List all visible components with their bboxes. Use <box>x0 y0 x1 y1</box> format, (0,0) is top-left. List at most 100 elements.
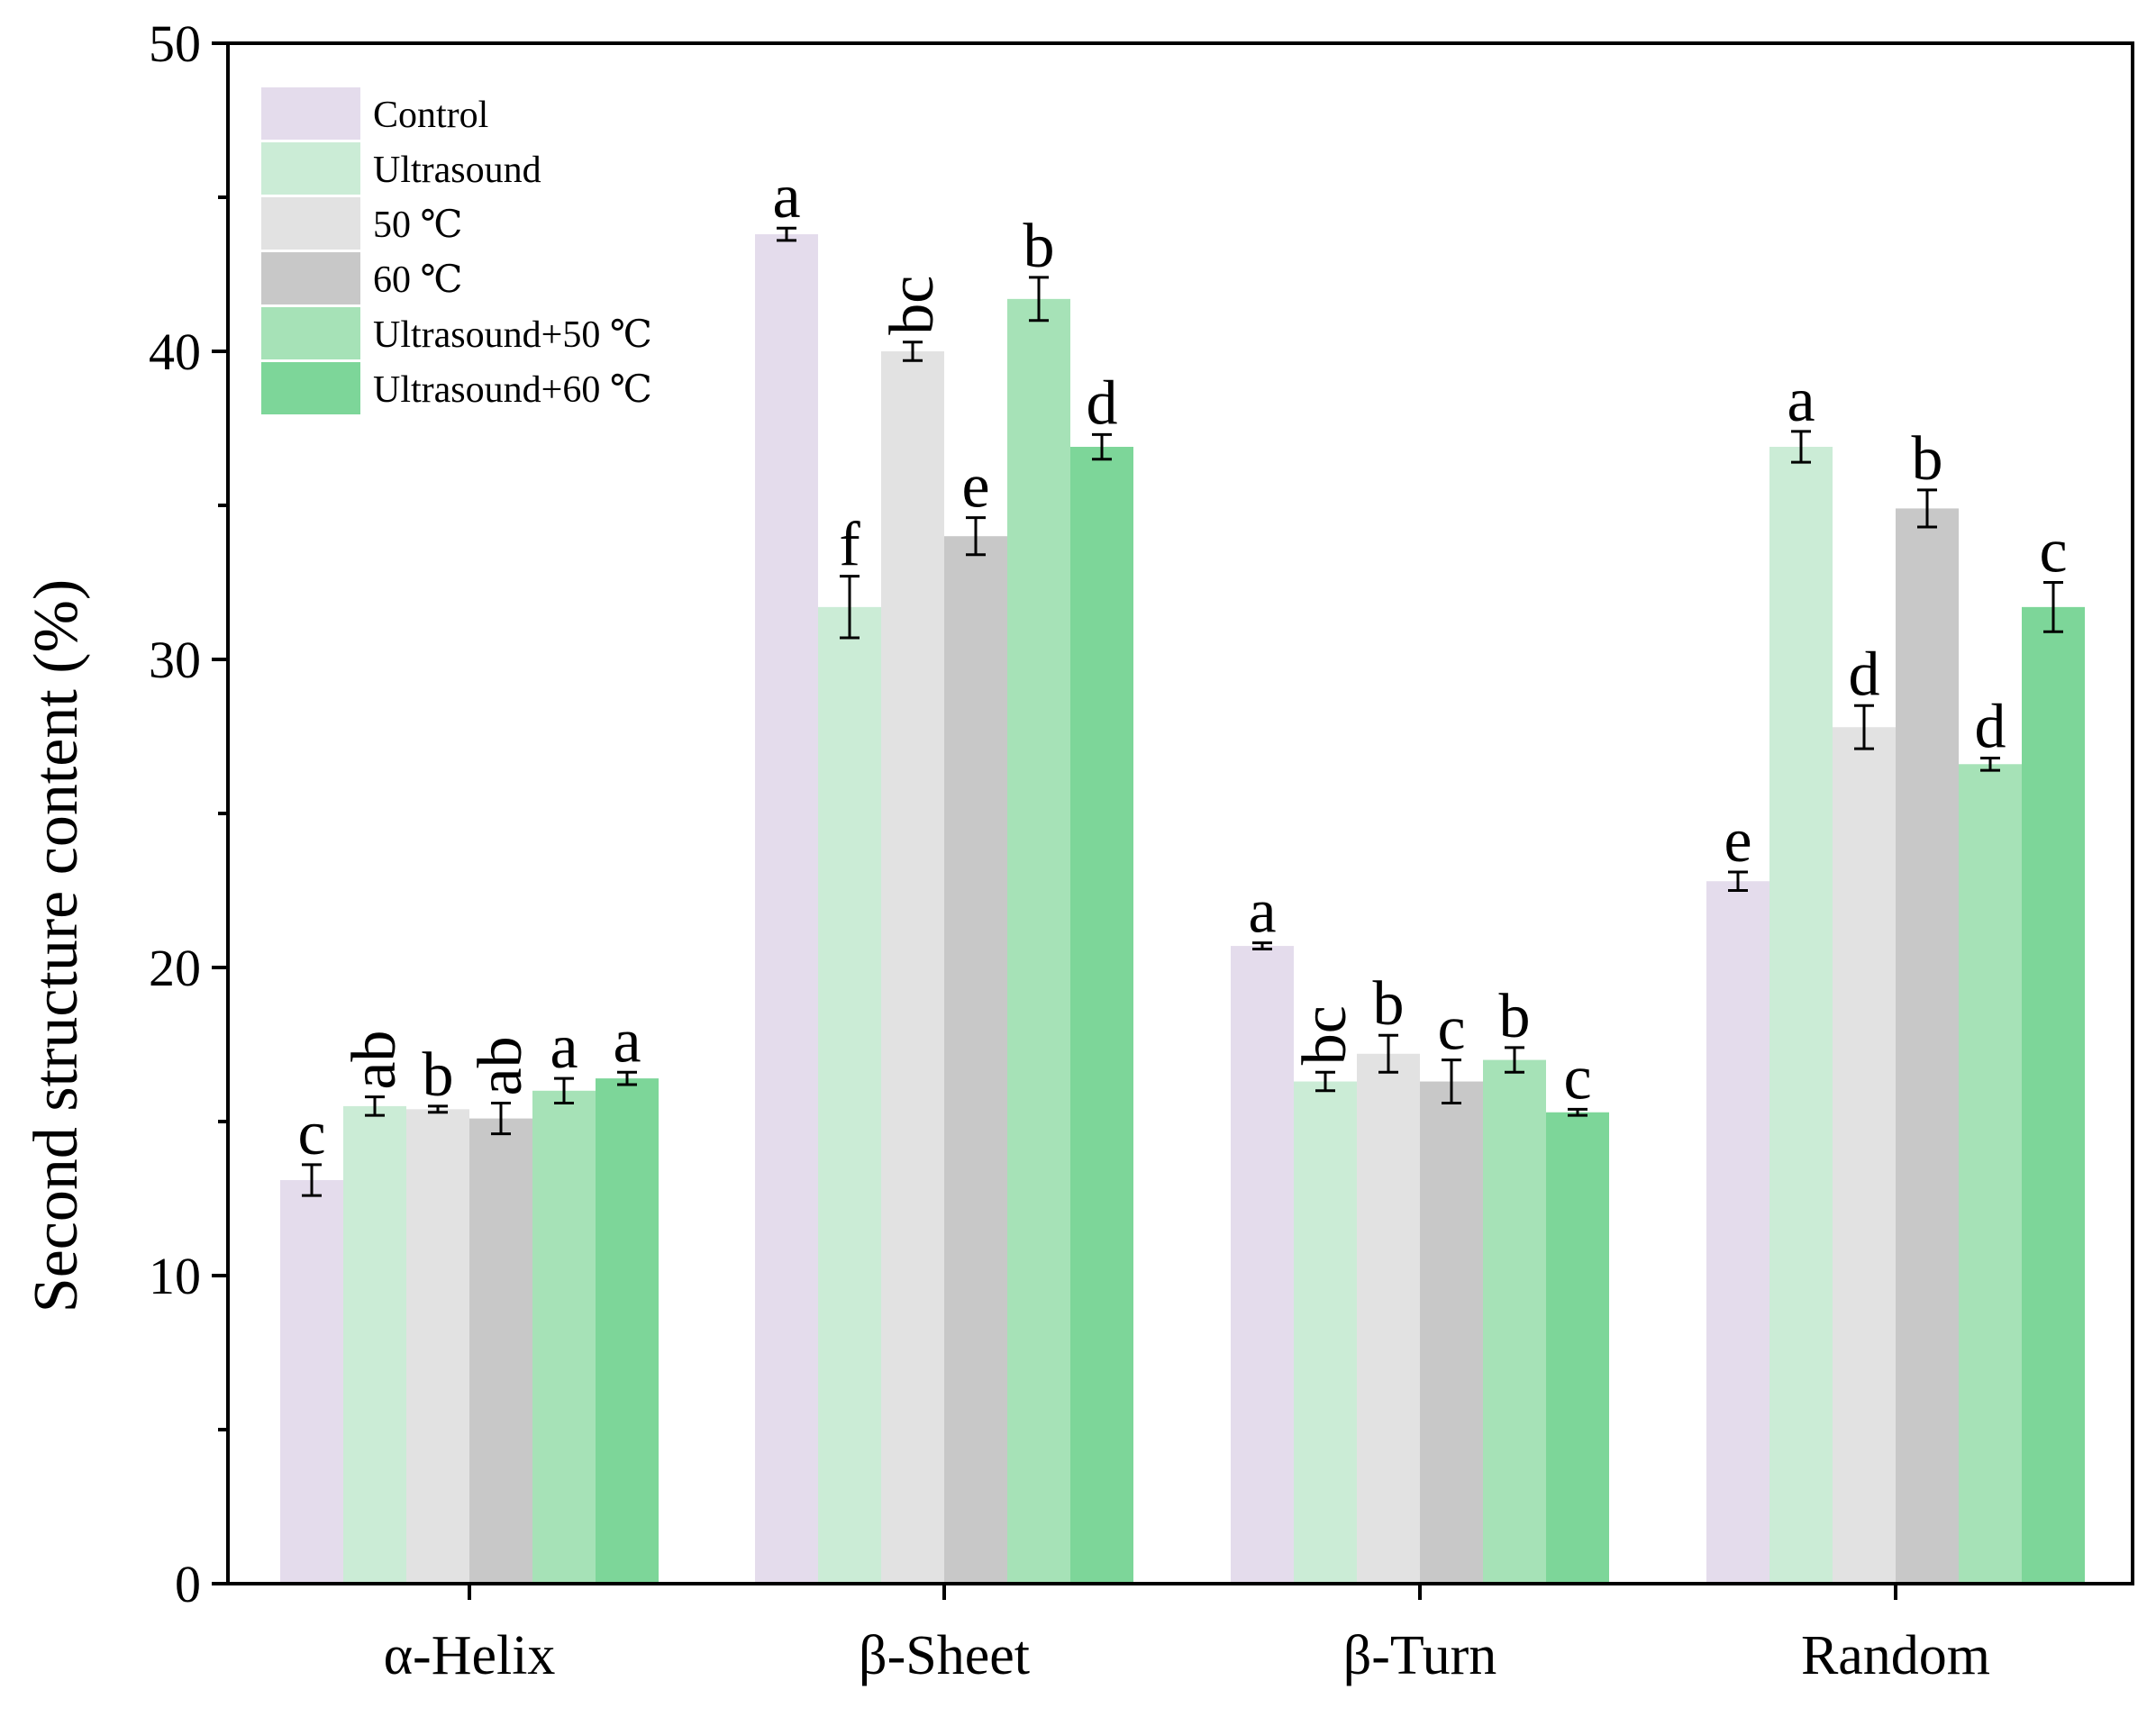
y-tick-label: 20 <box>149 939 201 997</box>
error-bar-5-2 <box>1029 276 1049 323</box>
bar-6-3 <box>1546 1112 1609 1584</box>
significance-label-1-2: a <box>772 162 800 232</box>
y-tick-label: 30 <box>149 631 201 689</box>
error-bar-3-2 <box>903 341 923 362</box>
bar-5-4 <box>1959 764 2022 1584</box>
error-bar-1-4 <box>1728 870 1748 892</box>
significance-label-1-1: c <box>297 1099 325 1168</box>
legend-item-4: 60 ℃ <box>261 252 462 304</box>
bar-5-3 <box>1483 1059 1546 1584</box>
bar-4-4 <box>1896 508 1959 1585</box>
significance-label-1-3: a <box>1248 877 1276 947</box>
x-category-label: Random <box>1801 1625 1990 1686</box>
significance-label-3-1: b <box>423 1040 454 1110</box>
x-category-label: β-Sheet <box>859 1625 1030 1686</box>
error-bar-4-1 <box>491 1101 511 1136</box>
significance-label-3-4: d <box>1849 640 1880 709</box>
bar-3-4 <box>1833 727 1896 1584</box>
legend-label: 50 ℃ <box>373 204 462 246</box>
error-bar-2-4 <box>1791 430 1811 464</box>
error-bar-1-2 <box>777 226 796 242</box>
legend-item-1: Control <box>261 87 488 140</box>
bar-6-4 <box>2022 606 2085 1584</box>
bar-6-2 <box>1070 447 1133 1584</box>
legend-swatch <box>261 362 360 414</box>
bar-2-4 <box>1769 447 1833 1584</box>
bar-3-1 <box>406 1109 469 1584</box>
bar-1-2 <box>755 234 818 1584</box>
error-bar-5-3 <box>1505 1046 1524 1074</box>
error-bar-3-3 <box>1378 1033 1398 1074</box>
error-bars-layer <box>302 226 2063 1197</box>
significance-label-2-1: ab <box>340 1031 409 1090</box>
significance-label-2-4: a <box>1787 366 1815 435</box>
y-tick-label: 50 <box>149 14 201 73</box>
bar-5-2 <box>1007 298 1070 1584</box>
legend: Control Ultrasound 50 ℃ 60 ℃ Ultrasound+50 ℃… <box>261 87 652 414</box>
error-bar-6-4 <box>2043 581 2063 633</box>
significance-label-3-3: b <box>1373 969 1405 1039</box>
significance-label-4-4: b <box>1912 424 1943 494</box>
legend-label: Ultrasound <box>373 150 541 191</box>
legend-label: Control <box>373 95 488 136</box>
error-bar-4-3 <box>1442 1058 1461 1104</box>
significance-label-5-4: d <box>1975 692 2006 761</box>
error-bar-5-1 <box>554 1077 574 1104</box>
legend-swatch <box>261 142 360 195</box>
bar-5-1 <box>532 1090 596 1584</box>
error-bar-1-3 <box>1252 941 1272 950</box>
error-bar-3-4 <box>1854 704 1874 750</box>
legend-label: 60 ℃ <box>373 259 462 301</box>
bar-1-1 <box>280 1179 343 1584</box>
legend-item-2: Ultrasound <box>261 142 541 195</box>
error-bar-1-1 <box>302 1163 322 1197</box>
legend-swatch <box>261 197 360 250</box>
bar-3-2 <box>881 351 944 1584</box>
legend-item-6: Ultrasound+60 ℃ <box>261 362 652 414</box>
significance-label-6-2: d <box>1087 368 1118 438</box>
legend-swatch <box>261 307 360 359</box>
x-category-label: α-Helix <box>384 1625 556 1686</box>
legend-item-3: 50 ℃ <box>261 197 462 250</box>
bar-4-2 <box>944 536 1007 1585</box>
bar-6-1 <box>596 1078 659 1584</box>
significance-label-5-1: a <box>550 1013 578 1082</box>
significance-label-1-4: e <box>1724 806 1751 876</box>
x-category-label: β-Turn <box>1343 1625 1497 1686</box>
error-bar-5-4 <box>1980 756 2000 772</box>
legend-swatch <box>261 252 360 304</box>
y-tick-label: 10 <box>149 1247 201 1305</box>
error-bar-6-1 <box>617 1070 637 1086</box>
bar-2-1 <box>343 1105 406 1584</box>
error-bar-4-2 <box>966 516 986 557</box>
y-tick-label: 40 <box>149 323 201 381</box>
significance-label-2-3: bc <box>1290 1005 1360 1065</box>
y-axis-title: Second structure content (%) <box>22 579 91 1313</box>
error-bar-6-2 <box>1092 432 1112 461</box>
significance-label-4-1: ab <box>466 1036 535 1095</box>
bar-1-3 <box>1231 946 1294 1584</box>
significance-label-6-3: c <box>1563 1043 1591 1113</box>
significance-label-3-2: bc <box>878 276 947 335</box>
legend-label: Ultrasound+50 ℃ <box>373 314 652 356</box>
bars-layer <box>280 234 2085 1585</box>
bar-2-3 <box>1294 1081 1357 1584</box>
significance-label-5-3: b <box>1499 982 1531 1051</box>
axes-layer: 0 10 20 30 40 50 α-Helix β-Sheet β-Turn Random <box>149 14 2134 1686</box>
bar-3-3 <box>1357 1053 1420 1584</box>
bar-4-3 <box>1420 1081 1483 1584</box>
error-bar-4-4 <box>1917 488 1937 529</box>
significance-label-4-3: c <box>1437 995 1465 1064</box>
bar-4-1 <box>469 1118 532 1584</box>
bar-2-2 <box>818 606 881 1584</box>
error-bar-2-1 <box>365 1095 385 1117</box>
significance-label-2-2: f <box>839 511 860 580</box>
significance-label-6-4: c <box>2039 517 2067 586</box>
significance-label-5-2: b <box>1023 212 1055 281</box>
bar-1-4 <box>1706 881 1769 1584</box>
error-bar-3-1 <box>428 1104 448 1114</box>
y-tick-label: 0 <box>175 1555 201 1613</box>
significance-label-4-2: e <box>961 452 989 522</box>
